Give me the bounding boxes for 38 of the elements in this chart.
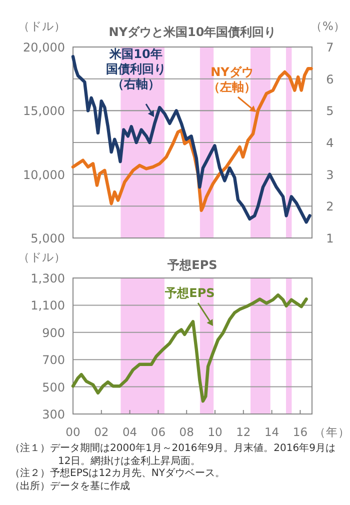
y2-axis-title: （%） — [310, 19, 346, 33]
y2-tick-label: 3 — [326, 168, 334, 182]
chart-title: 予想EPS — [166, 258, 218, 272]
y-tick-label: 20,000 — [23, 40, 65, 54]
y-tick-label: 5,000 — [30, 232, 65, 246]
x-tick-label: 14 — [264, 425, 280, 439]
y-tick-label: 300 — [42, 408, 65, 422]
series-label: 予想EPS — [164, 286, 215, 300]
y-tick-label: 1,300 — [30, 272, 65, 286]
chart-title: NYダウと米国10年国債利回り — [108, 25, 276, 39]
y2-tick-label: 2 — [326, 200, 334, 214]
y2-tick-label: 5 — [326, 104, 334, 118]
y-tick-label: 700 — [42, 353, 65, 368]
x-tick-label: 08 — [179, 425, 194, 439]
y2-tick-label: 1 — [326, 232, 334, 246]
x-tick-label: 12 — [236, 425, 251, 439]
x-tick-label: 00 — [66, 425, 80, 439]
y-tick-label: 15,000 — [23, 104, 65, 118]
text: （注１）データ期間は2000年1月～2016年9月。月末値。2016年9月は12日。網掛けは金利上昇局面。 — [10, 443, 336, 468]
y-tick-label: 10,000 — [23, 168, 65, 182]
x-tick-label: 06 — [150, 425, 166, 439]
x-tick-label: 02 — [94, 425, 109, 439]
y2-tick-label: 7 — [326, 40, 334, 54]
text: （出所）データを基に作成 — [10, 480, 131, 493]
y-tick-label: 900 — [42, 326, 65, 340]
y-tick-label: 1,100 — [30, 298, 65, 313]
y2-tick-label: 6 — [326, 72, 334, 86]
x-axis-title: （年） — [314, 425, 350, 439]
y-tick-label: 500 — [42, 380, 65, 394]
series-label: 米国10年国債利回り（右軸） — [106, 47, 166, 91]
x-tick-label: 16 — [292, 425, 308, 439]
text: （注２）予想EPSは12カ月先、NYダウベース。 — [10, 468, 226, 480]
x-tick-label: 10 — [208, 425, 222, 439]
x-tick-label: 04 — [122, 425, 138, 439]
y-axis-title: （ドル） — [18, 250, 66, 264]
y2-tick-label: 4 — [326, 136, 334, 150]
series-label: NYダウ（左軸） — [208, 65, 256, 94]
y-axis-title: （ドル） — [18, 19, 66, 33]
